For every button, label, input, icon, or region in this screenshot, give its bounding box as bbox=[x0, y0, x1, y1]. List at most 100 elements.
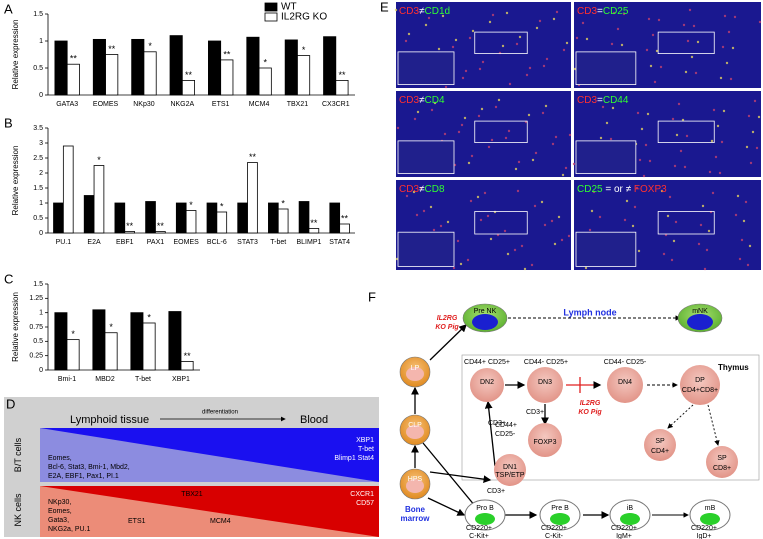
cell-dot bbox=[585, 37, 589, 41]
cell-dot bbox=[677, 102, 681, 106]
cell-dot bbox=[685, 134, 689, 138]
cell-dot bbox=[551, 142, 555, 146]
node bbox=[527, 367, 563, 403]
markers: CD4+CD8+ bbox=[682, 387, 718, 394]
significance: ** bbox=[70, 54, 78, 64]
inset bbox=[397, 140, 455, 174]
stain-part: CD3 bbox=[577, 95, 597, 106]
cell-dot bbox=[555, 10, 559, 14]
cell-dot bbox=[611, 106, 615, 110]
cell-dot bbox=[552, 17, 556, 21]
bar bbox=[206, 202, 218, 234]
stain-part: ≠ bbox=[419, 184, 425, 195]
row-label: NK cells bbox=[13, 493, 23, 527]
inset bbox=[575, 140, 637, 174]
markers: CD44+ bbox=[495, 422, 517, 429]
bar bbox=[104, 332, 118, 371]
gene: XBP1 bbox=[356, 437, 374, 444]
node-label: DN4 bbox=[618, 379, 632, 386]
node-label: Pre NK bbox=[474, 308, 497, 315]
node-label: FOXP3 bbox=[534, 439, 557, 446]
bar bbox=[216, 211, 228, 234]
node-core bbox=[687, 314, 713, 330]
cell-dot bbox=[464, 69, 468, 73]
bar bbox=[298, 201, 310, 234]
gene: NKG2a, PU.1 bbox=[48, 526, 91, 533]
bar bbox=[308, 228, 320, 234]
markers: CD3+ bbox=[488, 420, 506, 427]
cell-dot bbox=[633, 205, 637, 209]
stain-part: CD3 bbox=[399, 6, 419, 17]
bar bbox=[181, 80, 195, 96]
cell-dot bbox=[404, 39, 408, 43]
bar bbox=[335, 80, 349, 96]
cell-dot bbox=[557, 215, 561, 219]
cell-dot bbox=[424, 23, 428, 27]
bar bbox=[92, 38, 106, 96]
row-label: cells bbox=[13, 437, 23, 456]
legend-label: WT bbox=[281, 2, 297, 13]
bar bbox=[168, 311, 182, 371]
cell-dot bbox=[443, 132, 447, 136]
cell-dot bbox=[753, 99, 757, 103]
node-core bbox=[700, 513, 720, 525]
arrow bbox=[422, 442, 481, 514]
y-tick-label: 0.75 bbox=[29, 324, 43, 331]
bar bbox=[66, 63, 80, 96]
gene: NKp30, bbox=[48, 499, 71, 506]
cell-dot bbox=[745, 145, 749, 149]
cell-dot bbox=[466, 258, 470, 262]
bar bbox=[54, 40, 68, 96]
significance: ** bbox=[249, 152, 257, 162]
cell-dot bbox=[439, 224, 443, 228]
bar bbox=[169, 35, 183, 96]
cell-dot bbox=[477, 114, 481, 118]
node bbox=[680, 365, 720, 405]
significance: ** bbox=[341, 213, 349, 223]
panel-letter: A bbox=[4, 1, 13, 16]
row-label: cells bbox=[13, 493, 23, 512]
cell-dot bbox=[413, 117, 417, 121]
cell-dot bbox=[535, 26, 539, 30]
stain-part: CD25 bbox=[577, 184, 603, 195]
x-tick-label: CX3CR1 bbox=[322, 101, 350, 108]
significance: ** bbox=[223, 49, 231, 59]
cell-dot bbox=[694, 71, 698, 75]
stain-part: = bbox=[597, 6, 603, 17]
cell-dot bbox=[705, 248, 709, 252]
cell-dot bbox=[742, 219, 746, 223]
x-tick-label: TBX21 bbox=[287, 101, 309, 108]
cell-dot bbox=[719, 76, 723, 80]
cell-dot bbox=[662, 252, 666, 256]
inset-box bbox=[657, 31, 715, 54]
node-label: iB bbox=[627, 505, 634, 512]
cell-dot bbox=[601, 105, 605, 109]
cell-dot bbox=[716, 124, 720, 128]
cell-dot bbox=[441, 14, 445, 18]
bar bbox=[53, 202, 64, 234]
stain-part: CD44 bbox=[603, 95, 629, 106]
cell-dot bbox=[457, 130, 461, 134]
gene: Blimp1 Stat4 bbox=[334, 455, 374, 462]
significance: * bbox=[220, 201, 224, 211]
row-label: NK bbox=[13, 514, 23, 527]
cell-dot bbox=[544, 104, 548, 108]
stain-part: ≠ bbox=[419, 6, 425, 17]
gene: T-bet bbox=[358, 446, 374, 453]
cell-dot bbox=[527, 113, 531, 117]
cell-dot bbox=[683, 165, 687, 169]
node-core bbox=[620, 513, 640, 525]
cell-dot bbox=[432, 228, 436, 232]
cell-dot bbox=[757, 115, 761, 119]
cell-dot bbox=[514, 167, 518, 171]
bar bbox=[185, 210, 197, 234]
cell-dot bbox=[751, 130, 755, 134]
node-label: SP bbox=[717, 455, 727, 462]
gene: Bcl-6, Stat3, Bmi-1, Mbd2, bbox=[48, 464, 130, 471]
cell-dot bbox=[513, 248, 517, 252]
y-tick-label: 1 bbox=[39, 38, 43, 45]
cell-dot bbox=[692, 24, 696, 28]
cell-dot bbox=[478, 67, 482, 71]
cell-dot bbox=[491, 13, 495, 17]
y-tick-label: 1 bbox=[39, 310, 43, 317]
